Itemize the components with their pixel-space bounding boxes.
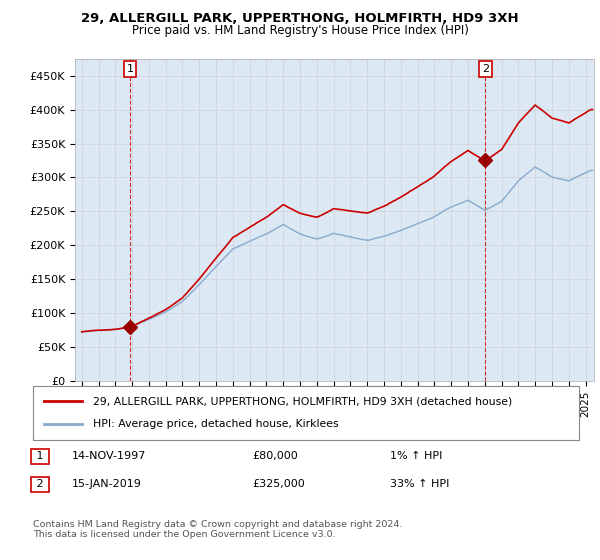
Text: 14-NOV-1997: 14-NOV-1997	[72, 451, 146, 461]
Text: 15-JAN-2019: 15-JAN-2019	[72, 479, 142, 489]
Text: £80,000: £80,000	[252, 451, 298, 461]
Text: £325,000: £325,000	[252, 479, 305, 489]
Text: 1% ↑ HPI: 1% ↑ HPI	[390, 451, 442, 461]
FancyBboxPatch shape	[33, 386, 579, 440]
Text: 1: 1	[33, 451, 47, 461]
Text: 33% ↑ HPI: 33% ↑ HPI	[390, 479, 449, 489]
Text: Price paid vs. HM Land Registry's House Price Index (HPI): Price paid vs. HM Land Registry's House …	[131, 24, 469, 36]
Text: Contains HM Land Registry data © Crown copyright and database right 2024.
This d: Contains HM Land Registry data © Crown c…	[33, 520, 403, 539]
Text: 2: 2	[482, 64, 489, 74]
Text: 1: 1	[127, 64, 133, 74]
Text: 2: 2	[33, 479, 47, 489]
Text: HPI: Average price, detached house, Kirklees: HPI: Average price, detached house, Kirk…	[93, 419, 338, 428]
Text: 29, ALLERGILL PARK, UPPERTHONG, HOLMFIRTH, HD9 3XH (detached house): 29, ALLERGILL PARK, UPPERTHONG, HOLMFIRT…	[93, 396, 512, 407]
Text: 29, ALLERGILL PARK, UPPERTHONG, HOLMFIRTH, HD9 3XH: 29, ALLERGILL PARK, UPPERTHONG, HOLMFIRT…	[81, 12, 519, 25]
